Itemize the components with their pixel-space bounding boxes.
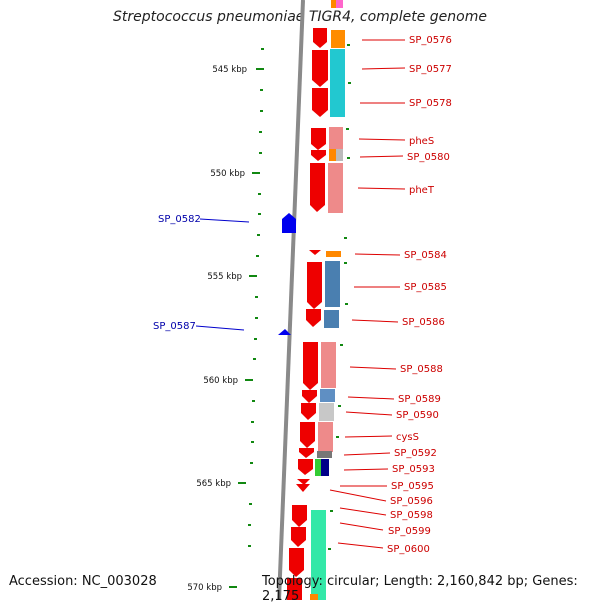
gene-label[interactable]: SP_0589: [398, 394, 441, 405]
tick-mark: [229, 586, 237, 588]
tick-mark: [249, 275, 257, 277]
gene-label[interactable]: SP_0577: [409, 64, 452, 75]
gene-label[interactable]: SP_0600: [387, 544, 430, 555]
tick-mark: [245, 379, 253, 381]
gene-label[interactable]: SP_0587: [153, 321, 196, 332]
gene-label[interactable]: SP_0584: [404, 250, 447, 261]
gene-label[interactable]: SP_0592: [394, 448, 437, 459]
gene-arrow: [309, 250, 321, 255]
gene-arrow: [307, 262, 322, 309]
gene-label[interactable]: SP_0595: [391, 481, 434, 492]
genome-backbone: [277, 0, 305, 600]
gene-label[interactable]: SP_0598: [390, 510, 433, 521]
gene-arrow: [297, 479, 310, 485]
gene-arrow: [298, 459, 313, 475]
tick-label: 565 kbp: [196, 479, 231, 489]
gene-label[interactable]: pheS: [409, 136, 434, 147]
forward-gene-labels: SP_0576 SP_0577 SP_0578 pheS SP_0580 phe…: [387, 35, 452, 555]
reverse-gene-labels: SP_0582 SP_0587: [153, 214, 201, 332]
tick-mark: [252, 172, 260, 174]
gene-label[interactable]: pheT: [409, 185, 435, 196]
cog-track: [310, 0, 345, 600]
gene-arrow: [291, 527, 306, 547]
gene-arrow: [299, 448, 314, 458]
gene-arrow: [278, 329, 291, 335]
gene-label[interactable]: SP_0596: [390, 496, 433, 507]
gene-arrow: [302, 390, 317, 403]
tick-mark: [238, 482, 246, 484]
forward-genes: [287, 28, 328, 600]
gene-arrow: [310, 163, 325, 212]
reverse-leaders: [195, 218, 250, 331]
gene-label[interactable]: SP_0585: [404, 282, 447, 293]
gene-arrow: [312, 50, 328, 87]
gene-arrow: [306, 309, 321, 327]
gene-arrow: [296, 484, 310, 492]
gene-label[interactable]: SP_0599: [388, 526, 431, 537]
tick-label: 570 kbp: [187, 583, 222, 593]
tick-label: 560 kbp: [203, 376, 238, 386]
gene-arrow: [287, 578, 302, 600]
gene-arrow: [300, 422, 315, 448]
gene-label[interactable]: SP_0578: [409, 98, 452, 109]
gene-arrow: [292, 505, 307, 527]
reverse-genes: [278, 213, 296, 335]
gene-label[interactable]: SP_0582: [158, 214, 201, 225]
tick-label: 555 kbp: [207, 272, 242, 282]
scale-dots: [248, 44, 351, 550]
gene-label[interactable]: SP_0586: [402, 317, 445, 328]
tick-mark: [256, 68, 264, 70]
gene-arrow: [282, 213, 296, 233]
gene-label[interactable]: SP_0576: [409, 35, 452, 46]
gene-label[interactable]: SP_0590: [396, 410, 439, 421]
gene-arrow: [313, 28, 327, 48]
scale-ticks: 545 kbp 550 kbp 555 kbp 560 kbp 565 kbp …: [187, 65, 264, 593]
gene-arrow: [301, 403, 316, 420]
gene-label[interactable]: SP_0593: [392, 464, 435, 475]
gene-arrow: [312, 88, 328, 117]
gene-label[interactable]: cysS: [396, 432, 419, 443]
gene-arrow: [311, 128, 326, 150]
gene-arrow: [303, 342, 318, 390]
gene-arrow: [311, 150, 326, 161]
map-title: Streptococcus pneumoniae TIGR4, complete…: [113, 9, 487, 25]
accession-text: Accession: NC_003028: [9, 574, 157, 589]
tick-label: 550 kbp: [210, 169, 245, 179]
gene-arrow: [289, 548, 304, 577]
gene-label[interactable]: SP_0580: [407, 152, 450, 163]
gene-label[interactable]: SP_0588: [400, 364, 443, 375]
forward-leaders: [329, 39, 406, 549]
tick-label: 545 kbp: [212, 65, 247, 75]
